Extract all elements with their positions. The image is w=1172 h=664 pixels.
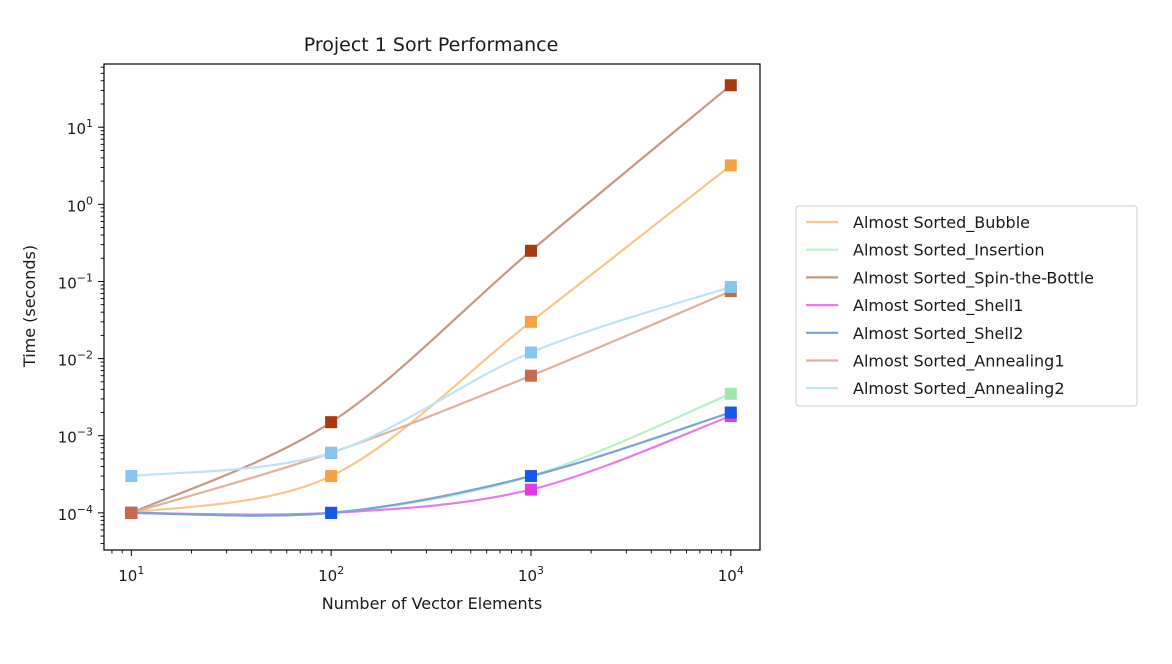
data-point [724,280,737,293]
y-tick-labels: 10−4 10−3 10−2 10−1 100 101 [58,117,93,524]
legend-items: Almost Sorted_Bubble Almost Sorted_Insert… [806,213,1094,399]
series-lines [130,84,732,517]
x-tick-label: 102 [318,564,344,585]
legend-label: Almost Sorted_Bubble [853,213,1030,233]
data-point [724,406,737,419]
y-tick-label: 10−1 [58,271,93,292]
plot-frame [103,63,761,551]
data-point [325,416,338,429]
legend-frame [795,205,1138,407]
x-tick-labels: 101 102 103 104 [118,564,744,585]
y-axis-label: Time (seconds) [20,245,39,368]
y-tick-label: 10−2 [58,349,93,370]
legend: Almost Sorted_Bubble Almost Sorted_Insert… [795,205,1138,407]
data-point [524,315,537,328]
legend-label: Almost Sorted_Insertion [853,241,1045,261]
y-tick-label: 10−3 [58,426,93,447]
legend-label: Almost Sorted_Spin-the-Bottle [853,268,1094,288]
y-tick-label: 101 [67,117,93,138]
series-markers [125,79,737,519]
plot-area [98,63,761,556]
legend-label: Almost Sorted_Shell2 [853,324,1023,344]
series-line [131,285,732,478]
legend-label: Almost Sorted_Annealing2 [853,379,1065,399]
data-point [325,446,338,459]
legend-label: Almost Sorted_Annealing1 [853,352,1065,372]
x-axis-label: Number of Vector Elements [322,594,543,613]
data-point [524,470,537,483]
legend-label: Almost Sorted_Shell1 [853,296,1023,316]
series-line [130,290,732,514]
data-point [724,387,737,400]
data-point [524,346,537,359]
data-point [524,244,537,257]
data-point [125,506,138,519]
chart-title: Project 1 Sort Performance [304,34,559,56]
x-tick-label: 104 [718,564,744,585]
data-point [325,470,338,483]
major-ticks [98,126,732,556]
data-point [524,483,537,496]
data-point [724,79,737,92]
x-tick-label: 101 [118,564,144,585]
y-tick-label: 100 [67,194,93,215]
y-tick-label: 10−4 [58,503,93,524]
data-point [125,470,138,483]
series-line [130,84,732,514]
data-point [524,369,537,382]
x-tick-label: 103 [518,564,544,585]
data-point [325,506,338,519]
data-point [724,159,737,172]
series-line [131,411,732,517]
minor-ticks [100,66,723,554]
